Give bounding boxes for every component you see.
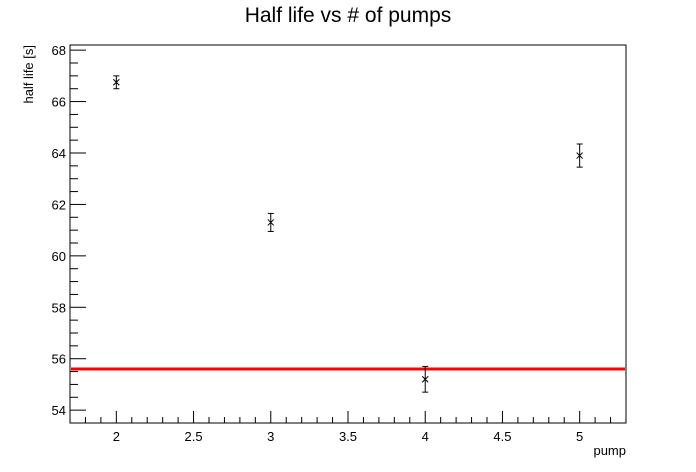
marker-stroke-b — [576, 152, 584, 159]
x-tick-label: 4 — [422, 429, 429, 444]
data-points — [112, 75, 584, 393]
x-tick-label: 4.5 — [493, 429, 511, 444]
x-tick-label: 2.5 — [185, 429, 203, 444]
y-tick-label: 54 — [52, 403, 66, 418]
y-tick-label: 62 — [52, 197, 66, 212]
y-tick-label: 56 — [52, 352, 66, 367]
x-tick-label: 5 — [576, 429, 583, 444]
x-tick-label: 2 — [113, 429, 120, 444]
y-tick-label: 68 — [52, 43, 66, 58]
y-tick-label: 58 — [52, 300, 66, 315]
x-axis-title: pump — [593, 443, 626, 458]
data-point — [112, 75, 120, 90]
data-point — [576, 143, 584, 168]
y-tick-label: 60 — [52, 249, 66, 264]
y-tick-label: 64 — [52, 146, 66, 161]
x-axis-ticks — [69, 411, 627, 423]
marker-stroke-b — [112, 78, 120, 86]
chart-title: Half life vs # of pumps — [245, 4, 452, 27]
data-point — [421, 365, 429, 393]
x-tick-label: 3 — [267, 429, 274, 444]
y-axis-tick-labels: 54 56 58 60 62 64 66 68 — [52, 43, 66, 418]
y-tick-label: 66 — [52, 95, 66, 110]
x-axis-tick-labels: 2 2.5 3 3.5 4 4.5 5 — [113, 429, 584, 444]
marker-stroke-b — [267, 219, 275, 226]
y-axis-ticks — [70, 49, 86, 424]
data-point — [267, 212, 275, 232]
plot-frame — [69, 44, 627, 424]
marker-stroke-b — [421, 375, 429, 383]
y-axis-title: half life [s] — [21, 45, 36, 104]
x-tick-label: 3.5 — [339, 429, 357, 444]
